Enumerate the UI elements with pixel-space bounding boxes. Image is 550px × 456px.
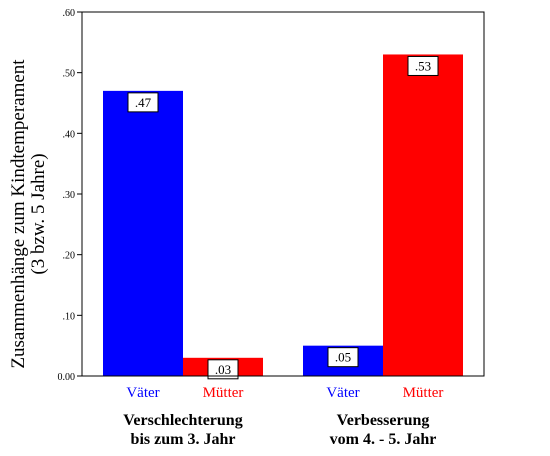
group-label: vom 4. - 5. Jahr	[330, 431, 437, 448]
x-axis-labels: Väter Mütter Verschlechterung bis zum 3. Ja…	[123, 385, 443, 448]
data-label: .47	[135, 95, 152, 110]
x-series-label: Mütter	[403, 385, 444, 401]
data-label: .05	[335, 350, 351, 365]
data-label-box	[407, 55, 439, 76]
group-label: bis zum 3. Jahr	[131, 431, 236, 448]
x-series-label: Väter	[326, 385, 359, 401]
y-tick-label: .60	[63, 8, 76, 19]
x-series-label: Väter	[126, 385, 159, 401]
bar	[383, 54, 463, 376]
y-axis-title-line-2: (3 bzw. 5 Jahre)	[28, 153, 49, 274]
y-tick-label: 0.00	[58, 372, 76, 383]
y-axis-ticks: 0.00 .10 .20 .30 .40 .50 .60	[58, 8, 82, 383]
bar	[103, 90, 183, 376]
x-series-label: Mütter	[203, 385, 244, 401]
data-label: .03	[215, 362, 231, 377]
y-tick-label: .10	[63, 311, 76, 322]
bars: .47 .03 .05 .53	[103, 54, 463, 380]
y-tick-label: .50	[63, 69, 76, 80]
data-label-box	[127, 92, 159, 113]
y-tick-label: .40	[63, 129, 76, 140]
y-axis-title: Zusammenhänge zum Kindtemperament (3 bzw…	[8, 59, 49, 369]
data-label-box	[327, 347, 359, 368]
y-tick-label: .30	[63, 190, 76, 201]
y-axis-title-line-1: Zusammenhänge zum Kindtemperament	[8, 59, 29, 369]
y-tick-label: .20	[63, 251, 76, 262]
data-label: .53	[415, 58, 431, 73]
group-label: Verbesserung	[337, 412, 430, 429]
data-label-box	[207, 359, 239, 380]
plot-frame	[81, 11, 485, 377]
group-label: Verschlechterung	[123, 412, 242, 429]
